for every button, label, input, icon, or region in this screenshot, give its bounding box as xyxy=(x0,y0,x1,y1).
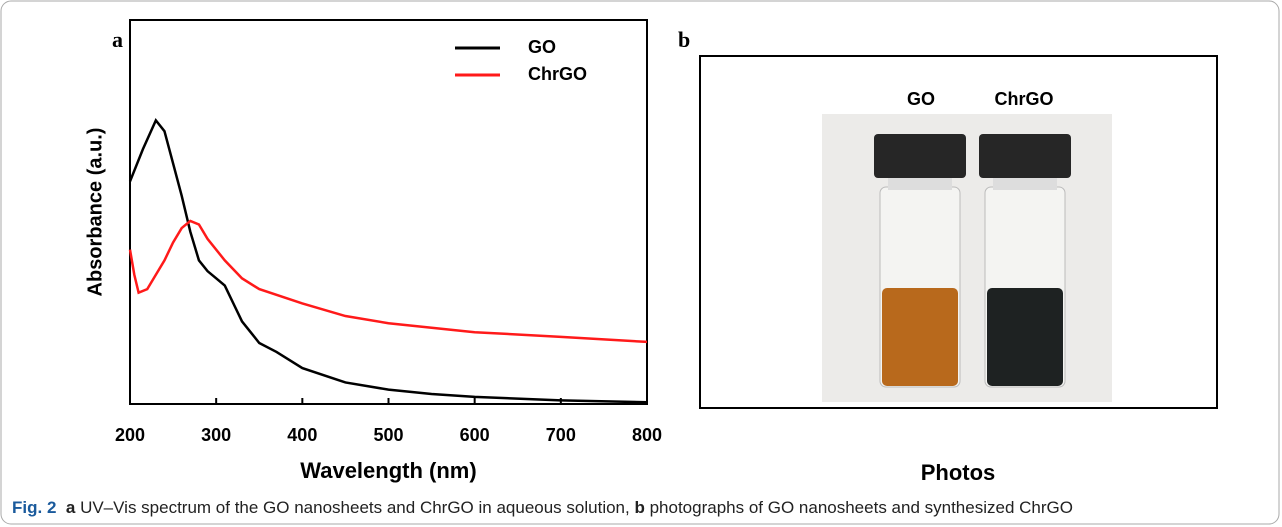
legend-label: GO xyxy=(528,37,556,57)
x-tick-label: 200 xyxy=(115,425,145,445)
line xyxy=(130,221,647,342)
y-axis-label: Absorbance (a.u.) xyxy=(84,128,106,297)
x-tick-label: 500 xyxy=(373,425,403,445)
legend-label: ChrGO xyxy=(528,64,587,84)
caption-text: UV–Vis spectrum of the GO nanosheets and… xyxy=(80,498,630,517)
x-tick-label: 400 xyxy=(287,425,317,445)
photo-label: GO xyxy=(907,89,935,109)
line xyxy=(130,120,647,402)
vial xyxy=(874,134,966,387)
figure-number: Fig. 2 xyxy=(12,498,56,517)
caption-text: photographs of GO nanosheets and synthes… xyxy=(650,498,1073,517)
x-tick-label: 600 xyxy=(460,425,490,445)
x-tick-label: 700 xyxy=(546,425,576,445)
x-axis-label: Photos xyxy=(921,460,996,485)
x-axis-label: Wavelength (nm) xyxy=(300,458,476,483)
vial xyxy=(979,134,1071,387)
figure: a b 200 300 400 500 600 700 800 Wavelength (nm)… xyxy=(0,0,1282,527)
panel-label: a xyxy=(112,27,123,52)
photo-label: ChrGO xyxy=(994,89,1053,109)
caption: Fig. 2 a UV–Vis spectrum of the GO nanos… xyxy=(12,498,1073,518)
caption-part: b xyxy=(634,498,644,517)
x-tick-label: 300 xyxy=(201,425,231,445)
caption-part: a xyxy=(66,498,75,517)
panel-label: b xyxy=(678,27,690,52)
line-chart: 200 300 400 500 600 700 800 Wavelength (nm) Abso… xyxy=(84,20,662,483)
page: a b 200 300 400 500 600 700 800 Wavelength (nm)… xyxy=(0,0,1282,527)
x-tick-label: 800 xyxy=(632,425,662,445)
